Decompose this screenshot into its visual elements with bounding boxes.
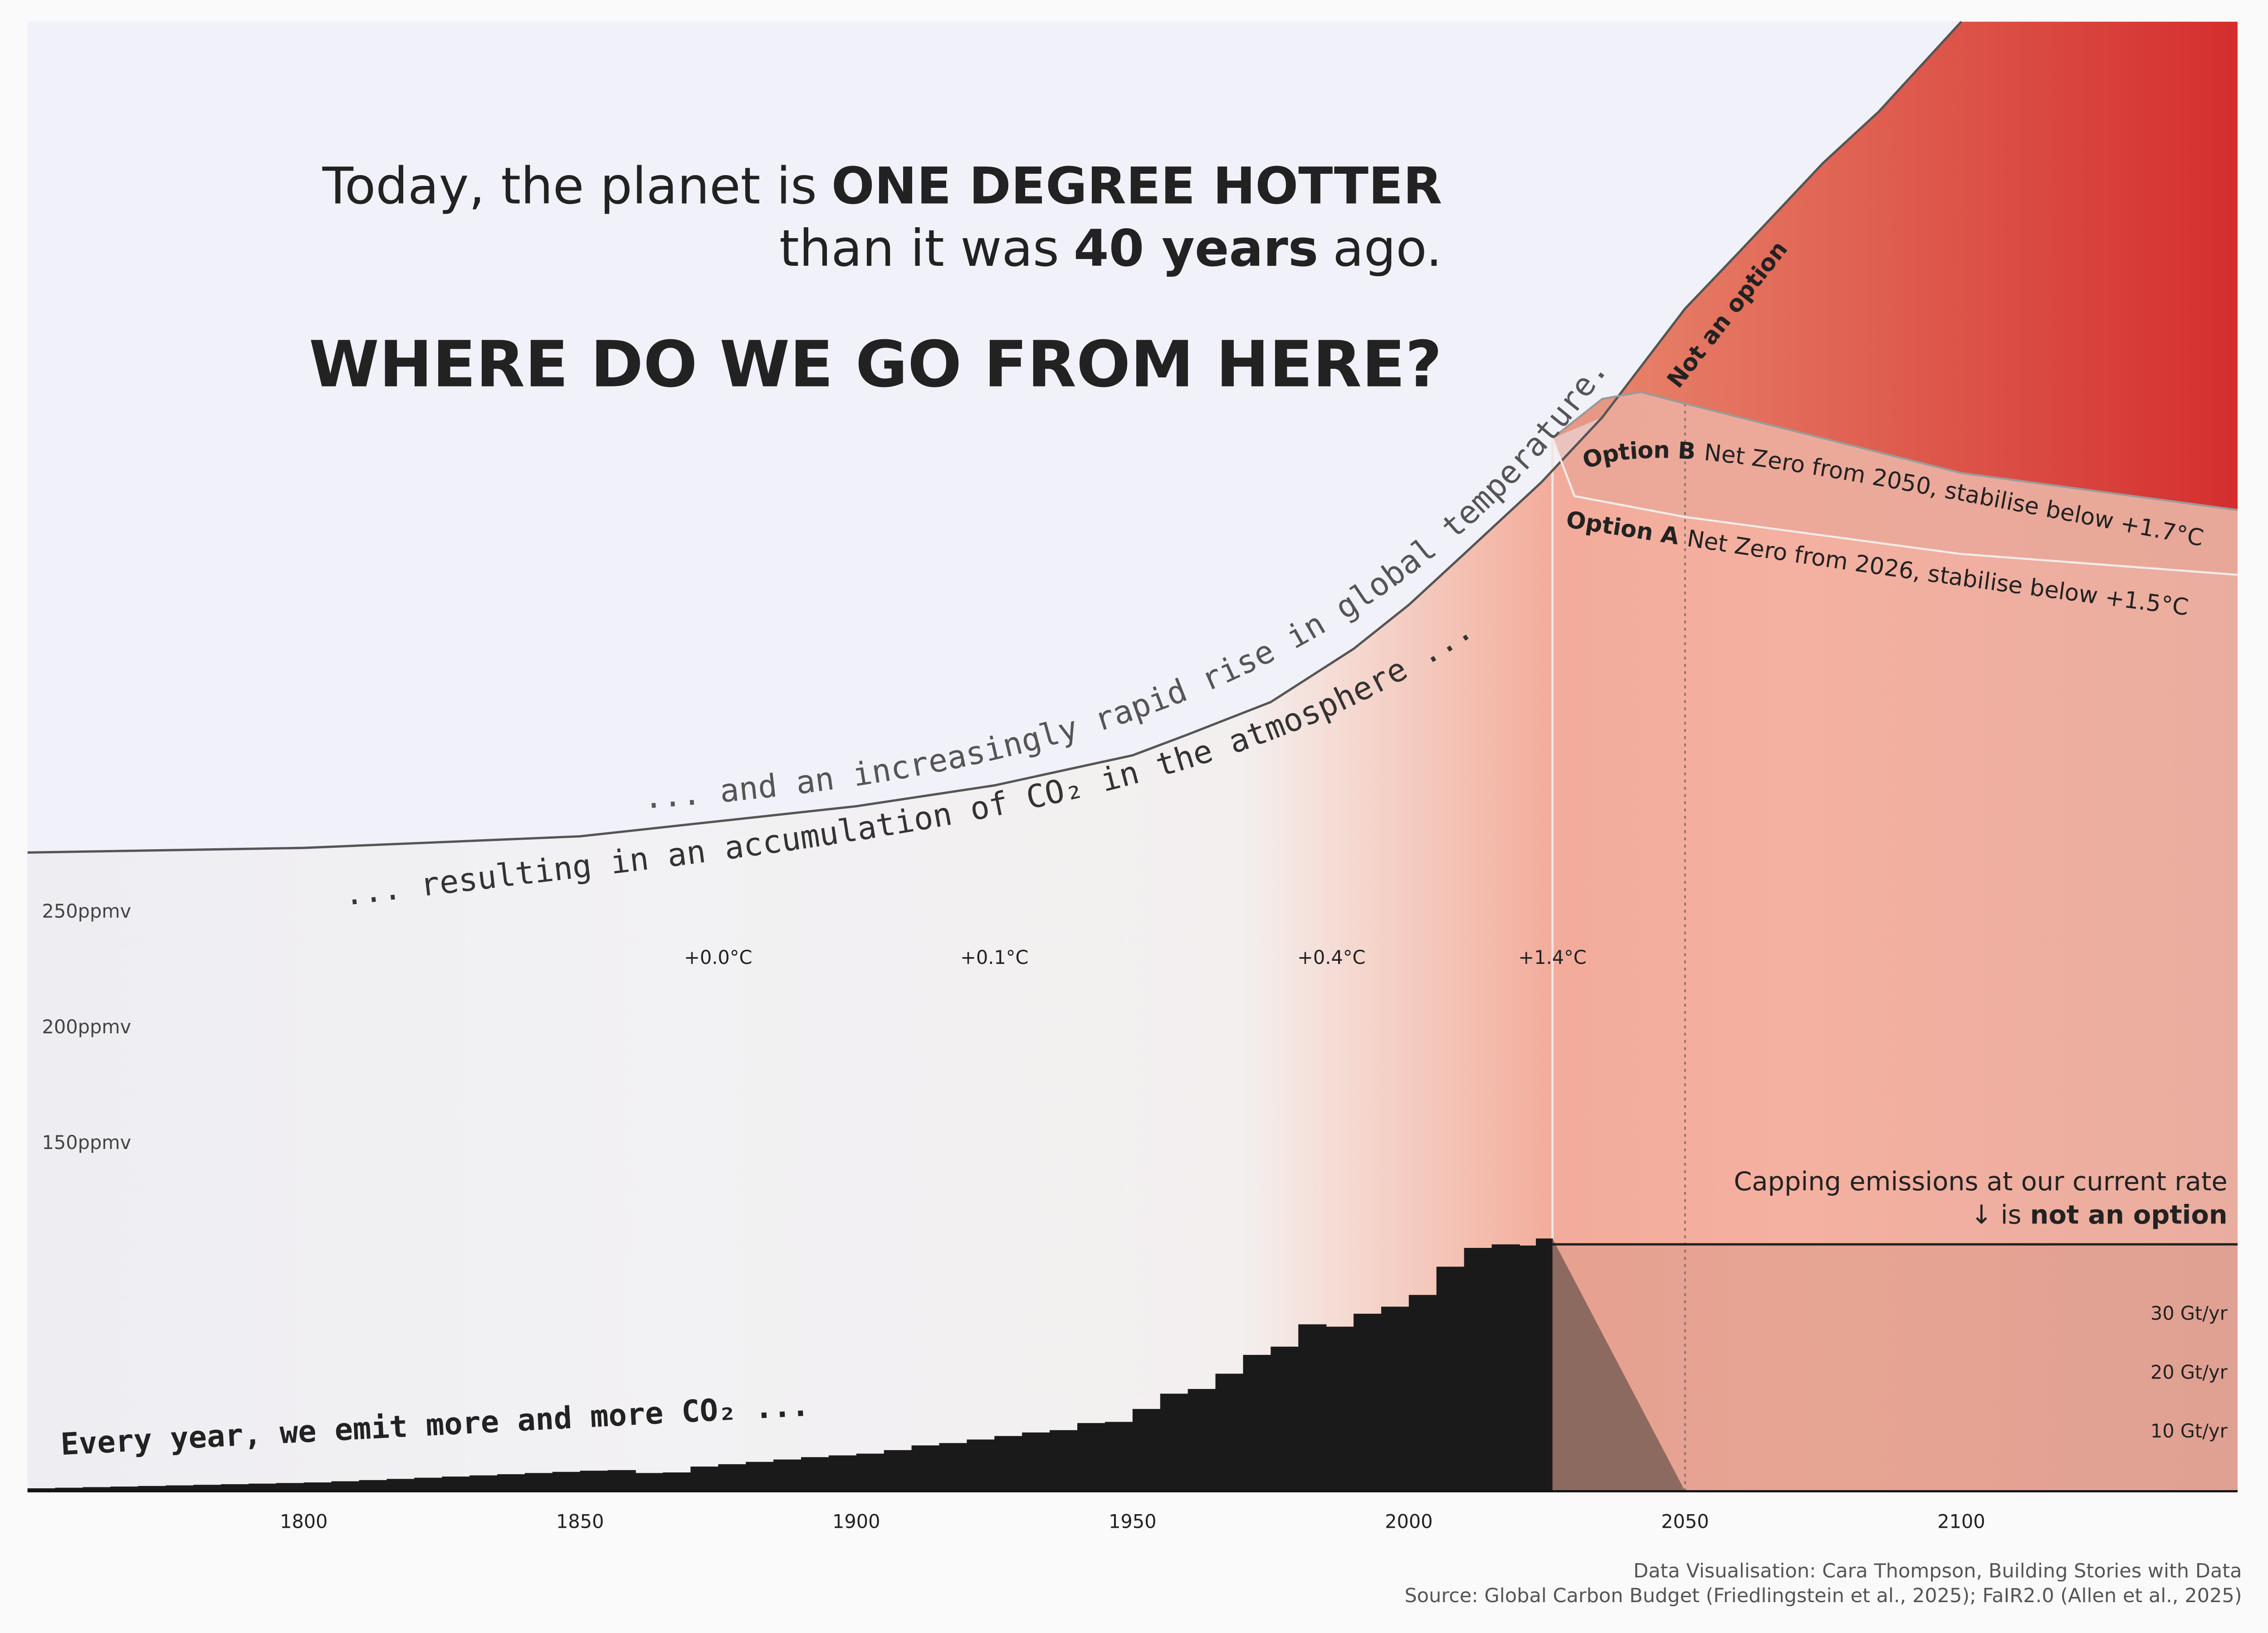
emission-bar	[27, 1488, 56, 1491]
emission-bar	[1464, 1248, 1492, 1491]
y2-tick-label: 10 Gt/yr	[2151, 1420, 2228, 1442]
emission-bar	[635, 1473, 664, 1491]
emission-bar	[580, 1471, 608, 1491]
cap-text: ↓ is	[1970, 1199, 2021, 1230]
emission-bar	[1326, 1326, 1354, 1491]
cap-emphasis: not an option	[2030, 1199, 2228, 1230]
temperature-label: +1.4°C	[1518, 947, 1586, 968]
emission-bar	[690, 1467, 719, 1491]
emission-bar	[663, 1472, 691, 1491]
temperature-label: +0.4°C	[1297, 947, 1365, 968]
emission-bar	[1354, 1314, 1382, 1491]
option-line	[1551, 438, 2238, 576]
option-line	[1552, 391, 2238, 511]
emission-bar	[801, 1457, 830, 1491]
emission-bar	[773, 1459, 802, 1491]
emission-bar	[55, 1487, 83, 1491]
emission-bar	[248, 1483, 277, 1491]
emission-bar	[1188, 1389, 1216, 1491]
emission-bar	[1022, 1432, 1051, 1491]
emission-bar	[1381, 1306, 1410, 1491]
emission-bar	[303, 1482, 332, 1491]
emission-bar	[1271, 1346, 1299, 1491]
emission-bar	[220, 1484, 249, 1491]
emission-bar	[193, 1485, 222, 1491]
emission-bar	[607, 1470, 636, 1491]
emission-bar	[718, 1464, 747, 1491]
x-tick-label: 2000	[1385, 1511, 1432, 1533]
title-line-2: than it was 40 years ago.	[779, 219, 1442, 278]
option-band	[1552, 392, 2238, 575]
title-text: than it was	[779, 219, 1059, 278]
x-tick-label: 2100	[1937, 1511, 1985, 1533]
emission-bar	[884, 1450, 912, 1491]
emission-bar	[1050, 1430, 1078, 1491]
emission-bar	[1436, 1266, 1465, 1491]
emission-bar	[939, 1443, 968, 1491]
emission-bar	[994, 1436, 1023, 1491]
emission-bar	[83, 1487, 111, 1491]
emission-bar	[110, 1486, 139, 1491]
emission-bar	[1491, 1244, 1520, 1491]
title-emphasis: 40 years	[1074, 219, 1318, 278]
emission-bar	[967, 1439, 995, 1491]
emission-bar	[1215, 1374, 1244, 1491]
x-tick-label: 1950	[1109, 1511, 1156, 1533]
y2-tick-label: 30 Gt/yr	[2151, 1303, 2228, 1325]
not-an-option-region	[1552, 21, 2238, 510]
credit: Source: Global Carbon Budget (Friedlings…	[1404, 1584, 2242, 1607]
emission-bar	[359, 1480, 387, 1491]
plot-layer	[27, 21, 2238, 1492]
cap-region	[1552, 1244, 2238, 1491]
emission-bar	[911, 1445, 940, 1491]
emission-bar	[166, 1485, 194, 1491]
emission-bar	[1519, 1245, 1537, 1491]
y-tick-label: 150ppmv	[42, 1132, 132, 1154]
emission-bar	[856, 1453, 885, 1491]
title-line-1: Today, the planet is ONE DEGREE HOTTER	[322, 156, 1442, 215]
emission-bar	[1536, 1238, 1553, 1491]
x-tick-label: 1850	[556, 1511, 604, 1533]
emission-bar	[1298, 1324, 1327, 1491]
cap-annotation: ↓ is not an option	[1970, 1199, 2227, 1230]
y-tick-label: 250ppmv	[42, 900, 132, 922]
emission-bar	[828, 1455, 857, 1491]
emission-bar	[1408, 1295, 1437, 1491]
emission-bar	[469, 1475, 498, 1491]
emission-bar	[1105, 1422, 1134, 1491]
title-text: Today, the planet is	[322, 156, 817, 215]
headline: WHERE DO WE GO FROM HERE?	[309, 328, 1442, 402]
emission-bar	[1132, 1409, 1161, 1491]
emission-bar	[276, 1483, 304, 1491]
emissions-decline	[1552, 1238, 1685, 1491]
temperature-label: +0.1°C	[960, 947, 1028, 968]
emission-bar	[386, 1479, 415, 1491]
title-text: ago.	[1333, 219, 1442, 278]
x-tick-label: 2050	[1661, 1511, 1709, 1533]
emission-bar	[552, 1472, 581, 1491]
x-tick-label: 1900	[832, 1511, 880, 1533]
emission-bar	[1243, 1354, 1271, 1491]
cap-annotation: Capping emissions at our current rate	[1734, 1166, 2227, 1197]
temperature-label: +0.0°C	[684, 947, 752, 968]
not-an-option-line	[1540, 21, 1962, 483]
emission-bar	[1077, 1423, 1106, 1491]
y-tick-label: 200ppmv	[42, 1016, 132, 1038]
title-emphasis: ONE DEGREE HOTTER	[831, 156, 1442, 215]
x-tick-label: 1800	[280, 1511, 327, 1533]
co2-line	[27, 481, 1542, 854]
y2-tick-label: 20 Gt/yr	[2151, 1361, 2228, 1383]
emission-bar	[414, 1477, 443, 1491]
credit: Data Visualisation: Cara Thompson, Build…	[1633, 1560, 2242, 1583]
emission-bar	[746, 1462, 774, 1491]
emission-bar	[331, 1481, 360, 1491]
emission-bar	[524, 1473, 553, 1491]
emission-bar	[442, 1477, 470, 1491]
emission-bar	[138, 1486, 166, 1491]
emission-bar	[497, 1474, 526, 1491]
emission-bar	[1160, 1393, 1188, 1491]
